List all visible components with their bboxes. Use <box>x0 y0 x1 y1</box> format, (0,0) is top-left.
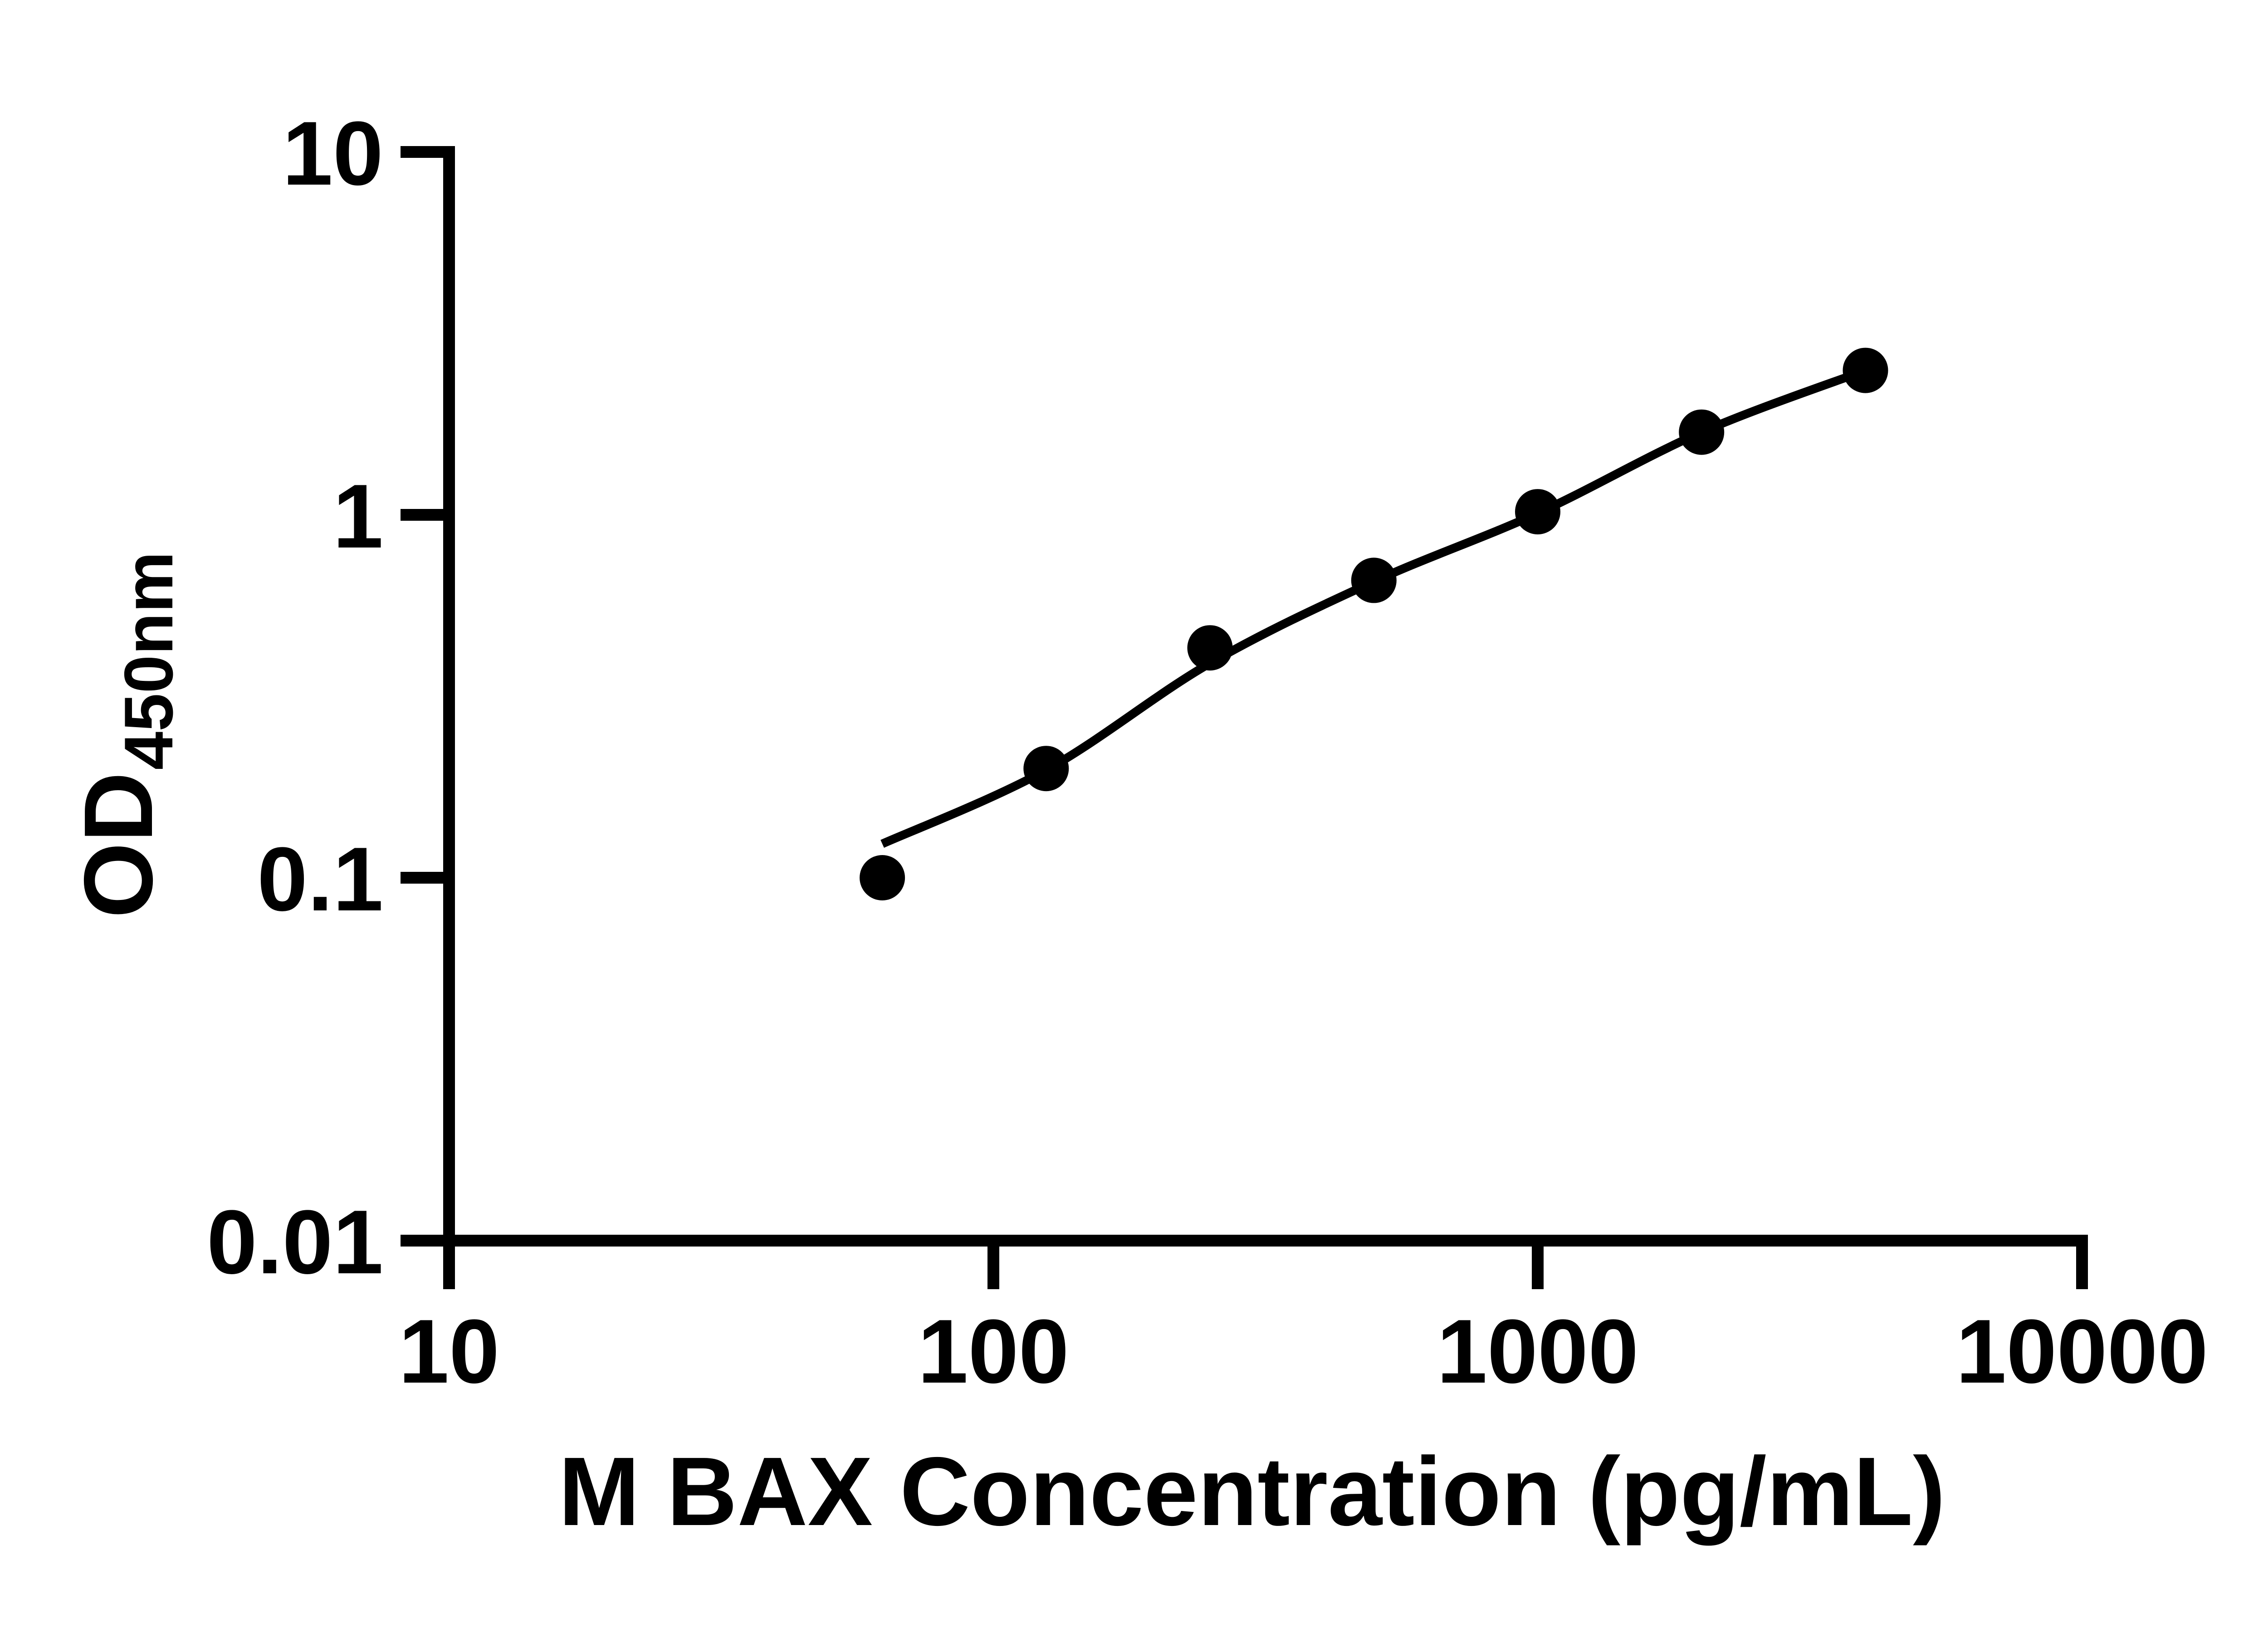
x-tick-label: 100 <box>918 1301 1069 1402</box>
data-point <box>1843 347 1888 393</box>
y-axis-title: OD 450nm <box>64 552 187 919</box>
x-tick-label: 10000 <box>1956 1301 2208 1402</box>
data-point <box>1187 625 1233 671</box>
data-point <box>1351 557 1397 603</box>
data-point <box>1679 409 1725 455</box>
y-tick-label: 0.1 <box>257 829 383 930</box>
data-point <box>1515 489 1560 535</box>
x-tick-label: 10 <box>399 1301 499 1402</box>
data-point <box>1023 746 1069 792</box>
data-point <box>860 855 905 900</box>
y-tick-label: 1 <box>333 466 383 567</box>
y-axis-title-main: OD <box>64 772 173 919</box>
y-tick-label: 10 <box>283 103 383 204</box>
x-tick-label: 1000 <box>1437 1301 1639 1402</box>
x-axis-title: M BAX Concentration (pg/mL) <box>558 1437 1945 1546</box>
y-axis-title-subscript: 450nm <box>110 552 187 770</box>
y-tick-label: 0.01 <box>207 1192 383 1293</box>
plot-area: 0.01 0.1 1 10 10 100 1000 10000 <box>207 103 2208 1402</box>
